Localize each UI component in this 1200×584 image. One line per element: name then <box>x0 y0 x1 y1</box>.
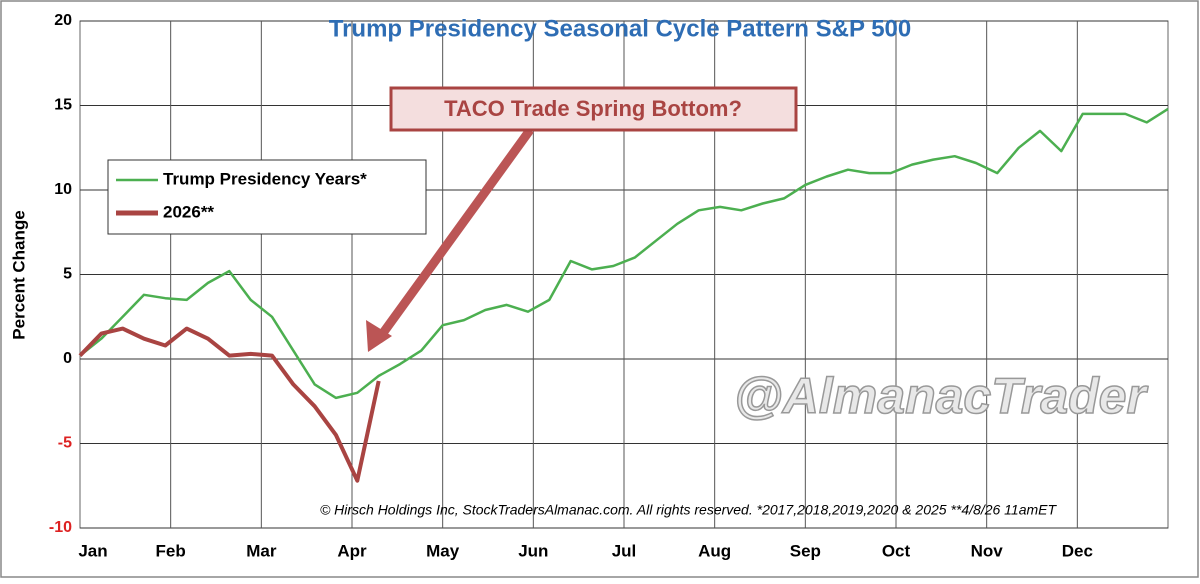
x-tick-label: Mar <box>246 541 277 560</box>
y-tick-label: 10 <box>54 181 72 198</box>
x-tick-label: Aug <box>698 541 731 560</box>
legend-box <box>107 159 427 235</box>
legend-label: Trump Presidency Years* <box>163 169 367 188</box>
x-tick-label: Dec <box>1062 541 1093 560</box>
x-tick-label: Oct <box>882 541 911 560</box>
arrow-head <box>366 320 392 352</box>
x-tick-label: Apr <box>337 541 367 560</box>
legend: Trump Presidency Years* 2026** <box>107 159 427 235</box>
x-tick-label: Jun <box>518 541 548 560</box>
footnote: © Hirsch Holdings Inc, StockTradersAlman… <box>320 502 1058 518</box>
x-tick-label: Sep <box>790 541 821 560</box>
x-tick-label: Jan <box>78 541 107 560</box>
series-line <box>78 326 381 483</box>
y-tick-label: -10 <box>49 519 72 536</box>
y-axis-label: Percent Change <box>9 210 28 339</box>
y-tick-label: 0 <box>63 350 72 367</box>
arrow-shaft <box>374 127 534 343</box>
y-tick-label: 15 <box>54 97 72 114</box>
y-tick-label: -5 <box>58 435 72 452</box>
annotation: TACO Trade Spring Bottom? <box>366 86 798 352</box>
x-tick-label: May <box>426 541 460 560</box>
y-tick-label: 20 <box>54 12 72 29</box>
y-tick-label: 5 <box>63 266 72 283</box>
chart-title: Trump Presidency Seasonal Cycle Pattern … <box>329 15 912 42</box>
x-tick-label: Feb <box>156 541 186 560</box>
series-line <box>79 107 1169 400</box>
x-tick-label: Jul <box>612 541 637 560</box>
annotation-text: TACO Trade Spring Bottom? <box>444 96 742 121</box>
watermark: @AlmanacTrader <box>734 368 1148 424</box>
annotation-box <box>389 86 798 132</box>
legend-label: 2026** <box>163 202 214 221</box>
x-tick-label: Nov <box>971 541 1004 560</box>
